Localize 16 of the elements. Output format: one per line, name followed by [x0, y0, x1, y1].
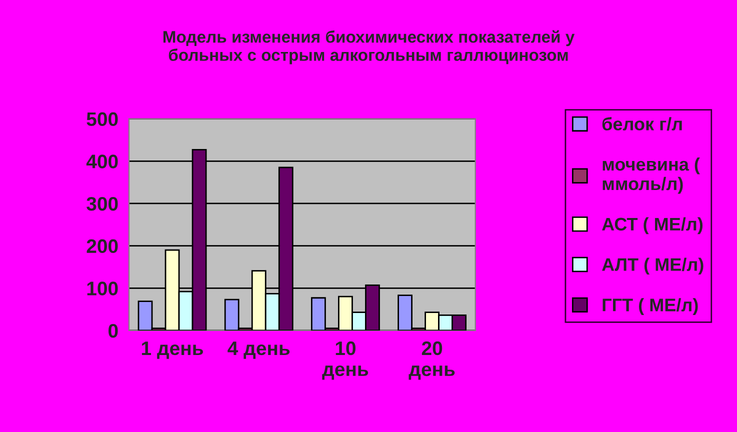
y-tick-label: 400 — [86, 154, 118, 168]
y-tick-label: 200 — [86, 239, 118, 254]
chart-title: Модель изменения биохимических показателей у больных с острым алкогольным галлюцинозом — [163, 30, 575, 64]
y-tick-label: 500 — [86, 112, 118, 126]
legend-label: АЛТ ( МЕ/л) — [602, 258, 704, 275]
x-tick-label: 4 день — [228, 342, 290, 359]
x-tick-label: 10 день — [322, 341, 368, 380]
y-tick-label: 300 — [86, 196, 118, 211]
legend-label: мочевина ( ммоль/л) — [602, 157, 700, 194]
y-tick-label: 100 — [87, 282, 118, 296]
legend-label: АСТ ( МЕ/л) — [602, 217, 703, 234]
legend-label: белок г/л — [602, 117, 682, 131]
x-tick-label: 1 день — [142, 342, 204, 359]
legend-label: ГГТ ( МЕ/л) — [602, 298, 698, 315]
y-tick-label: 0 — [108, 324, 118, 338]
x-tick-label: 20 день — [408, 341, 455, 380]
